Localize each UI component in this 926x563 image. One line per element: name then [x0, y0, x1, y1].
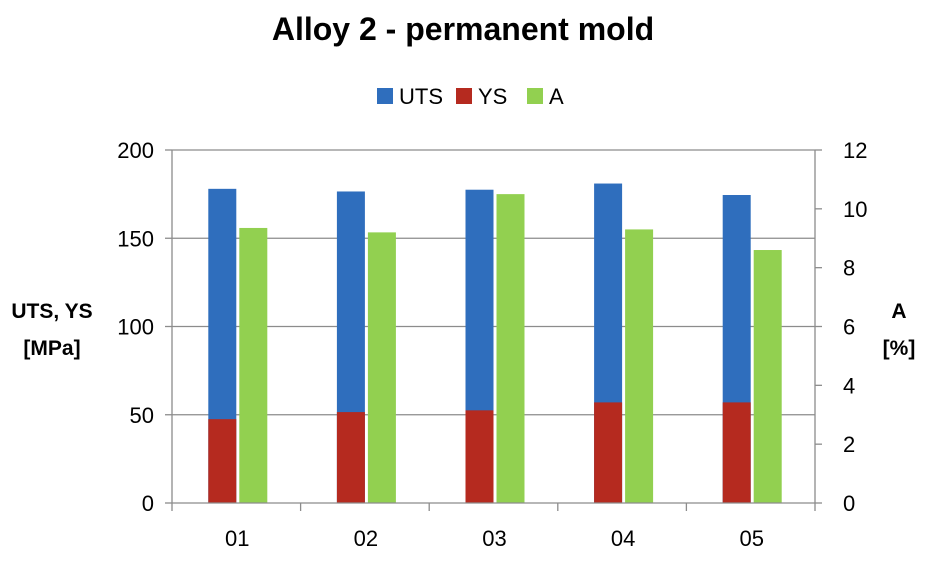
bar-ys	[465, 410, 494, 503]
y-right-tick-label: 4	[843, 373, 855, 398]
bar-a	[367, 232, 396, 503]
bar-ys	[336, 412, 365, 503]
y-left-tick-label: 0	[142, 491, 154, 516]
y-right-tick-label: 6	[843, 315, 855, 340]
x-tick-label: 02	[354, 526, 378, 551]
y-left-tick-label: 200	[117, 138, 154, 163]
bar-a	[239, 227, 268, 503]
axes	[165, 149, 822, 511]
y-axis-right-title-line2: [%]	[883, 337, 916, 360]
legend-label: YS	[478, 84, 507, 109]
x-tick-label: 03	[482, 526, 506, 551]
legend-label: A	[549, 84, 564, 109]
y-left-tick-label: 100	[117, 315, 154, 340]
y-right-tick-label: 10	[843, 197, 867, 222]
bars	[208, 183, 782, 504]
bar-ys	[722, 402, 751, 503]
legend-swatch	[377, 88, 393, 104]
y-left-tick-label: 150	[117, 226, 154, 251]
y-axis-left-title-line2: [MPa]	[23, 337, 80, 360]
bar-ys	[208, 419, 237, 503]
x-tick-label: 01	[225, 526, 249, 551]
bar-a	[753, 250, 782, 503]
y-right-tick-label: 2	[843, 432, 855, 457]
y-axis-left-title-line1: UTS, YS	[11, 300, 92, 323]
y-right-tick-label: 8	[843, 256, 855, 281]
x-tick-label: 04	[611, 526, 635, 551]
bar-a	[625, 229, 654, 504]
bar-a	[496, 194, 525, 503]
bar-ys	[594, 402, 623, 503]
chart-title: Alloy 2 - permanent mold	[272, 11, 654, 47]
x-tick-label: 05	[739, 526, 763, 551]
legend-swatch	[527, 88, 543, 104]
y-right-tick-label: 0	[843, 491, 855, 516]
legend-swatch	[456, 88, 472, 104]
legend: UTS YS A	[377, 84, 564, 109]
y-axis-right-title-line1: A	[891, 300, 906, 323]
y-left-tick-label: 50	[130, 403, 154, 428]
y-right-tick-label: 12	[843, 138, 867, 163]
legend-label: UTS	[399, 84, 443, 109]
